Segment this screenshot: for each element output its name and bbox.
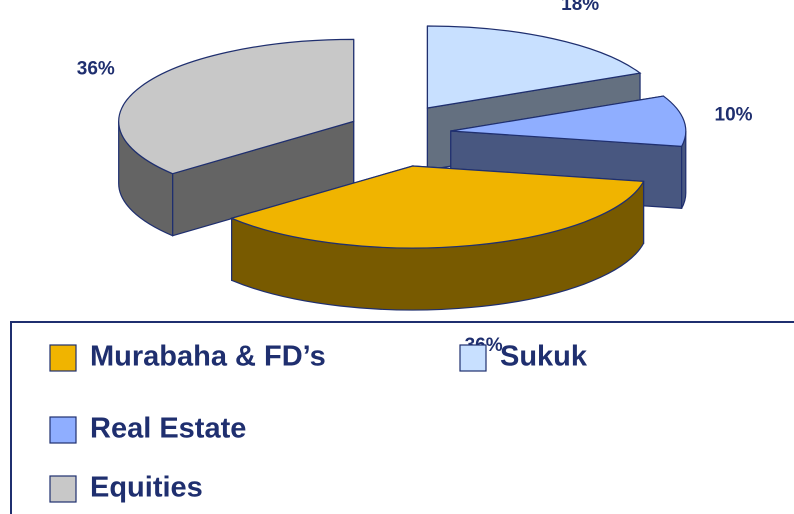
legend-swatch (459, 344, 487, 372)
data-label: 36% (77, 58, 115, 79)
legend-label: Real Estate (90, 413, 246, 445)
legend-label: Sukuk (500, 341, 588, 373)
data-label: 10% (715, 105, 753, 126)
slice-top (118, 38, 355, 175)
data-label: 18% (561, 0, 599, 15)
legend-box (10, 321, 794, 514)
legend-label: Murabaha & FD’s (90, 341, 326, 373)
slice (118, 38, 355, 237)
legend-label: Equities (90, 472, 203, 504)
slice-top (450, 95, 687, 147)
legend-swatch (49, 475, 77, 503)
slice-top (426, 25, 642, 109)
legend-swatch (49, 416, 77, 444)
legend-swatch (49, 344, 77, 372)
slice (229, 165, 645, 311)
slice-top (229, 165, 645, 249)
